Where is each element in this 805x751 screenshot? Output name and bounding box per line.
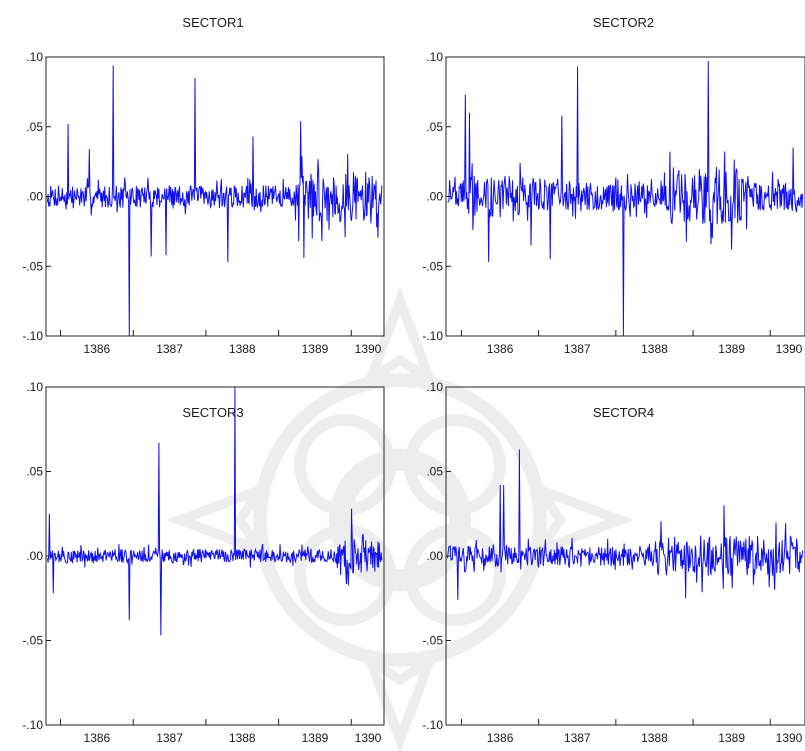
watermark-ring-outer [253, 373, 547, 667]
y-tick-label: -.10 [422, 718, 443, 732]
watermark-spike [359, 285, 441, 393]
y-tick-label: .00 [26, 190, 43, 204]
y-tick-label: .05 [426, 465, 443, 479]
y-tick-label: .00 [426, 549, 443, 563]
x-tick-label: 1387 [156, 731, 183, 745]
y-tick-label: -.10 [22, 329, 43, 343]
y-tick-label: .00 [426, 190, 443, 204]
y-tick-label: .05 [26, 120, 43, 134]
x-tick-label: 1389 [718, 731, 745, 745]
chart-panel-3: SECTOR3 .10 .05 .00 -.05 -.10 1386 1387 1388 1389… [22, 380, 385, 745]
x-tick-label: 1386 [487, 342, 514, 356]
y-tick-label: .05 [26, 465, 43, 479]
watermark-spike [527, 479, 635, 561]
plot-frame [445, 386, 805, 726]
chart-title: SECTOR2 [593, 15, 654, 30]
y-tick-label: .10 [26, 50, 43, 64]
y-tick-label: .10 [426, 380, 443, 394]
watermark-ring [329, 449, 471, 591]
y-tick-label: -.10 [422, 329, 443, 343]
watermark-petal [404, 524, 506, 626]
series-line [46, 65, 383, 337]
x-tick-label: 1388 [229, 731, 256, 745]
chart-title: SECTOR3 [182, 405, 243, 420]
chart-panel-2: SECTOR2 .10 .05 .00 -.05 -.10 1386 1387 1388 1389… [422, 15, 805, 356]
y-tick-label: .10 [26, 380, 43, 394]
x-tick-label: 1387 [564, 731, 591, 745]
y-tick-label: -.10 [22, 718, 43, 732]
x-tick-label: 1388 [229, 342, 256, 356]
x-tick-label: 1389 [718, 342, 745, 356]
x-tick-label: 1387 [156, 342, 183, 356]
x-tick-label: 1386 [84, 731, 111, 745]
watermark-spike [359, 647, 441, 751]
y-tick-label: -.05 [22, 634, 43, 648]
x-tick-label: 1387 [564, 342, 591, 356]
x-tick-label: 1390 [776, 342, 803, 356]
x-tick-label: 1389 [302, 731, 329, 745]
y-tick-label: -.05 [422, 259, 443, 273]
x-tick-label: 1390 [355, 731, 382, 745]
watermark-petal [294, 414, 396, 516]
chart-title: SECTOR4 [593, 405, 654, 420]
y-tick-label: .00 [26, 549, 43, 563]
watermark-spike [165, 479, 273, 561]
y-tick-label: .05 [426, 120, 443, 134]
y-tick-label: -.05 [22, 259, 43, 273]
series-line [447, 449, 804, 600]
x-tick-label: 1386 [84, 342, 111, 356]
series-line [447, 61, 804, 337]
watermark-petal [294, 524, 396, 626]
x-tick-label: 1386 [487, 731, 514, 745]
chart-title: SECTOR1 [182, 15, 243, 30]
y-tick-label: -.05 [422, 634, 443, 648]
x-tick-label: 1388 [641, 342, 668, 356]
x-tick-label: 1390 [355, 342, 382, 356]
chart-panel-1: SECTOR1 .10 .05 .00 -.05 -.10 1386 1387 1388 1389… [22, 15, 385, 356]
watermark-petal [404, 414, 506, 516]
y-tick-label: .10 [426, 50, 443, 64]
chart-panel-4: SECTOR4 .10 .05 .00 -.05 -.10 1386 1387 1388 1389… [422, 380, 805, 745]
x-tick-label: 1389 [302, 342, 329, 356]
x-tick-label: 1390 [776, 731, 803, 745]
x-tick-label: 1388 [641, 731, 668, 745]
series-line [46, 386, 383, 636]
